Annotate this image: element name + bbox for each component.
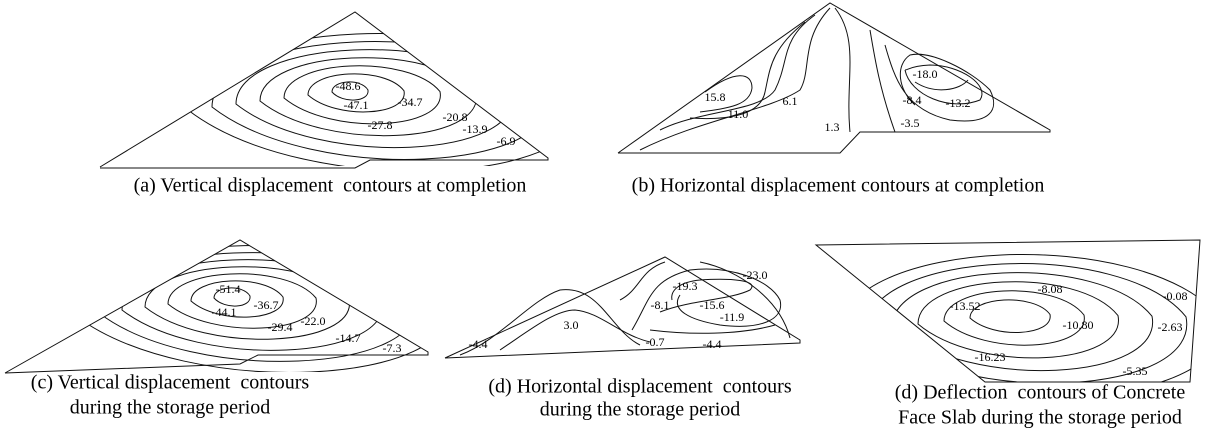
contour-label: 6.1 (783, 94, 798, 108)
caption: (b) Horizontal displacement contours at … (632, 175, 1045, 197)
contour-label: 1.3 (825, 120, 840, 134)
contour-label: -51.4 (216, 282, 241, 296)
contour-label: -29.4 (268, 320, 293, 334)
contour-label: -5.35 (1123, 364, 1148, 378)
contour-label: -15.6 (700, 298, 725, 312)
slab-outline (814, 239, 1201, 383)
contour-label: -7.3 (383, 341, 402, 355)
contour-label: -11.9 (720, 310, 745, 324)
contour-label: -36.7 (254, 298, 279, 312)
contour-line (307, 73, 405, 113)
caption: Face Slab during the storage period (898, 407, 1182, 429)
contour-label: -8.08 (1038, 282, 1063, 296)
contour-label: -48.6 (336, 79, 361, 93)
dam-outline (4, 239, 429, 374)
contour-label: -27.8 (368, 118, 393, 132)
contour-label: -44.1 (212, 305, 237, 319)
contour-line (839, 254, 1200, 382)
contour-label: 3.0 (564, 318, 579, 332)
caption: during the storage period (70, 397, 271, 419)
contour-line (969, 299, 1051, 334)
contour-label: -8.4 (903, 93, 922, 107)
contour-line (167, 273, 317, 329)
caption: (c) Vertical displacement contours (31, 372, 310, 394)
contour-label: -13.9 (463, 122, 488, 136)
contour-label: -23.0 (743, 268, 768, 282)
contour-label: -6.9 (497, 134, 516, 148)
caption: during the storage period (540, 399, 741, 421)
contour-label: -19.3 (673, 279, 698, 293)
contour-label: -0.7 (646, 335, 665, 349)
dam-outline (444, 256, 801, 359)
contour-line (891, 272, 1153, 372)
contour-label: -18.0 (913, 67, 938, 81)
contour-label: 15.8 (705, 90, 726, 104)
contour-line (943, 290, 1085, 346)
contour-label: -22.0 (301, 314, 326, 328)
dam-outline (99, 11, 549, 169)
contour-line (187, 33, 548, 166)
contour-line (917, 281, 1119, 359)
contour-label: -2.63 (1158, 320, 1183, 334)
contours (459, 261, 791, 356)
contour-line (283, 65, 441, 125)
dam-outline (617, 2, 1051, 154)
contour-line (190, 280, 284, 318)
contour-label: -3.5 (901, 116, 920, 130)
contour-line (331, 81, 369, 101)
contour-label: -14.7 (336, 331, 361, 345)
contour-label: -4.4 (703, 337, 722, 351)
contour-label: -4.4 (469, 337, 488, 351)
caption: (d) Horizontal displacement contours (488, 376, 791, 398)
contour-label: -0.08 (1163, 289, 1188, 303)
contour-label: -20.8 (443, 110, 468, 124)
contour-label: -47.1 (344, 98, 369, 112)
contour-label: -10.80 (1063, 318, 1094, 332)
contour-label: -8.1 (651, 298, 670, 312)
contour-label: -16.23 (975, 350, 1006, 364)
caption: (d) Deflection contours of Concrete (895, 382, 1186, 404)
contour-label: -13.2 (946, 96, 971, 110)
contour-line (213, 287, 251, 307)
contour-label: -13.52 (950, 299, 981, 313)
contour-label: -34.7 (398, 95, 423, 109)
caption: (a) Vertical displacement contours at co… (134, 175, 527, 197)
contour-label: 11.0 (728, 107, 749, 121)
contours (639, 7, 995, 151)
contour-line (865, 263, 1188, 382)
